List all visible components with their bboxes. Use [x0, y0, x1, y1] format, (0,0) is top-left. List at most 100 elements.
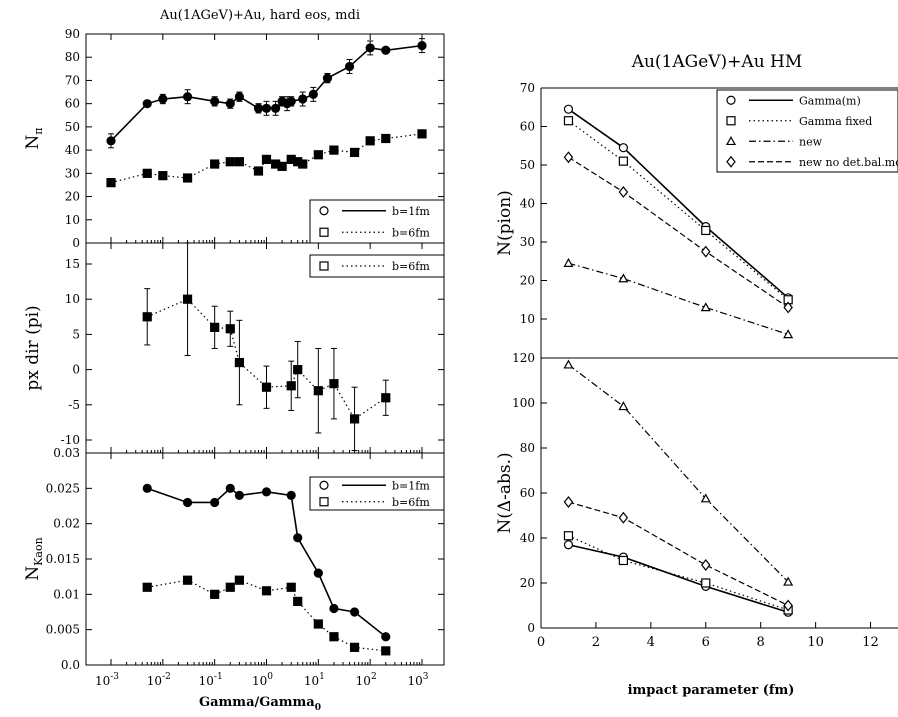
data-point [344, 61, 355, 72]
y-tick-label: 0.005 [46, 623, 80, 637]
data-point [349, 147, 360, 158]
data-point [618, 401, 629, 411]
series-new no det.bal.mod [563, 151, 793, 314]
legend-label: new [799, 135, 823, 148]
data-point [210, 322, 220, 332]
data-point [563, 359, 574, 369]
data-point [563, 540, 574, 550]
y-axis-title: Nπ [23, 127, 45, 149]
series-line [568, 535, 789, 611]
series-line [568, 364, 789, 583]
y-tick-label: 20 [65, 190, 80, 204]
data-point [618, 555, 628, 566]
x-tick-exponent: -3 [110, 672, 119, 682]
data-point [277, 161, 287, 171]
legend-box [309, 254, 445, 278]
data-point [381, 133, 391, 144]
data-point [234, 575, 244, 585]
data-point [286, 490, 296, 500]
data-point [158, 171, 168, 181]
data-point [701, 225, 711, 236]
data-point [298, 94, 308, 104]
data-point [701, 578, 711, 588]
series-line [568, 108, 789, 299]
data-point [783, 576, 794, 586]
series-line [110, 44, 423, 142]
data-point [329, 632, 339, 642]
data-point [225, 99, 235, 109]
x-tick-label: 4 [647, 635, 655, 650]
series-line [568, 501, 789, 607]
data-point [329, 379, 339, 389]
y-tick-label: 120 [512, 351, 535, 365]
right-title: Au(1AGeV)+Au HM [631, 52, 803, 72]
data-point [618, 273, 629, 283]
data-point [563, 151, 574, 164]
x-tick-label: 6 [702, 635, 710, 650]
x-tick-label: 0 [537, 635, 545, 650]
legend-box [309, 199, 445, 244]
data-point [234, 92, 244, 102]
data-point [313, 619, 323, 629]
data-point [225, 483, 235, 493]
data-point [783, 301, 793, 314]
plots: 0102030405060708090Nπb=1fmb=6fm-10-50510… [23, 27, 898, 688]
y-tick-label: 0 [527, 621, 535, 635]
panel-left-top: 0 10 20 30 40 50 60 70 80 90 Nπ b=1fm b=6fm [23, 27, 445, 250]
y-axis-title-main: N(Δ-abs.) [495, 452, 515, 533]
legend-label: b=6fm [392, 226, 430, 239]
y-tick-label: 0.0 [61, 658, 80, 672]
data-point [234, 490, 244, 500]
series-new no det.bal.mod [563, 496, 793, 612]
y-tick-label: 0.025 [46, 481, 80, 495]
y-axis-title: NKaon [23, 537, 45, 580]
panel-right-bottom: 0 20 40 60 80 100 120 0 2 4 6 8 10 12 N(Δ-abs.) [495, 351, 898, 650]
data-point [293, 533, 303, 543]
legend-label: b=1fm [392, 479, 430, 492]
data-point [225, 157, 235, 167]
data-point [182, 497, 193, 508]
series-line [146, 487, 387, 638]
data-point [701, 245, 711, 258]
legend-label: Gamma fixed [799, 115, 872, 128]
x-tick-label: 10 [807, 635, 824, 650]
left-x-axis-title: Gamma/Gamma0 [199, 695, 321, 713]
data-point [563, 104, 574, 114]
data-point [298, 159, 308, 169]
y-tick-label: 0 [72, 236, 80, 250]
data-point [225, 582, 235, 592]
y-axis-title-main: N [23, 566, 43, 581]
data-point [293, 596, 303, 607]
x-tick-label: 2 [592, 635, 600, 650]
y-tick-label: 40 [65, 143, 80, 157]
y-tick-label: 20 [520, 576, 535, 590]
data-point [349, 642, 360, 652]
data-point [783, 329, 794, 339]
series-b=6fm [142, 575, 391, 656]
x-tick-exponent: 1 [319, 672, 325, 682]
data-point [271, 103, 281, 113]
x-tick-label: 10-3 [95, 672, 119, 688]
legend-marker [319, 497, 329, 507]
data-point [158, 94, 168, 104]
y-axis-title-main: px dir (pi) [23, 305, 43, 390]
data-point [349, 607, 360, 617]
data-point [210, 96, 220, 106]
legend: b=6fm [309, 254, 445, 278]
data-point [783, 599, 793, 612]
y-tick-label: 80 [520, 441, 535, 455]
data-point [381, 393, 391, 403]
y-tick-label: 40 [520, 197, 535, 211]
data-point [417, 41, 427, 51]
y-tick-label: 50 [520, 158, 535, 172]
legend: b=1fm b=6fm [309, 199, 445, 244]
x-tick-exponent: -2 [162, 672, 171, 682]
data-point [618, 143, 628, 153]
series-b=1fm [106, 38, 427, 149]
data-point [182, 294, 193, 304]
legend-label: b=6fm [392, 260, 430, 273]
data-point [329, 603, 339, 614]
y-tick-label: 10 [65, 213, 80, 227]
x-tick-exponent: 2 [371, 672, 377, 682]
